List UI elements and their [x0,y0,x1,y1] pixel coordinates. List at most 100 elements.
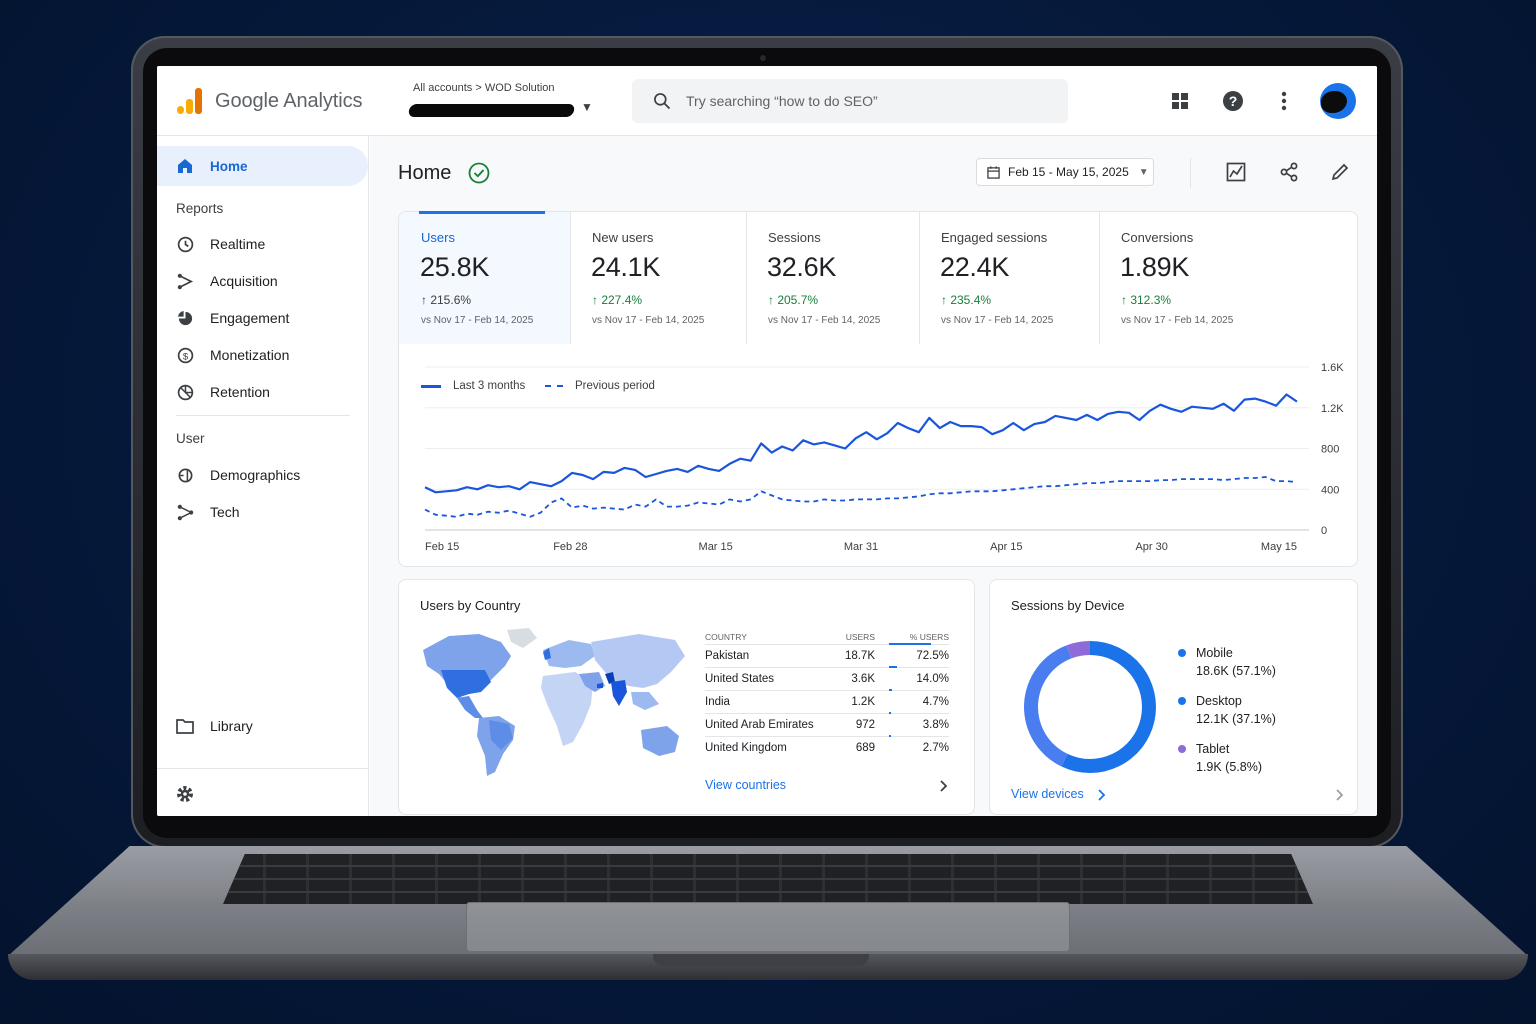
view-devices-link[interactable]: View devices [1011,787,1084,801]
trackpad [466,902,1070,952]
keyboard-rows [223,854,1313,904]
sidebar-item-home[interactable] [157,146,368,186]
map-asia [591,634,685,688]
sidebar-item-label: Engagement [210,310,290,326]
device-name: Mobile [1196,646,1233,660]
y-tick-label: 1.6K [1321,362,1344,374]
sidebar-item-library[interactable]: Library [157,708,368,744]
share-button[interactable] [1277,160,1301,184]
logo-dot [177,106,184,114]
search-icon [654,93,671,110]
device-name: Desktop [1196,694,1242,708]
sidebar-item-label: Acquisition [210,273,278,289]
acquisition-icon [176,272,194,290]
kpi-new-users[interactable]: New users 24.1K ↑ 227.4% vs Nov 17 - Feb… [570,212,746,344]
edit-button[interactable] [1328,160,1352,184]
sidebar-item-monetization[interactable]: $ Monetization [157,337,368,373]
legend-item-previous-period[interactable]: Previous period [545,380,655,392]
legend-item-last-3-months[interactable]: Last 3 months [421,380,525,392]
search-placeholder: Try searching “how to do SEO” [686,93,878,109]
pct-text: 3.8% [922,718,949,731]
kpi-users[interactable]: Users 25.8K ↑ 215.6% vs Nov 17 - Feb 14,… [399,212,570,344]
x-tick-label: Feb 28 [553,541,587,553]
kpi-engaged-sessions[interactable]: Engaged sessions 22.4K ↑ 235.4% vs Nov 1… [919,212,1099,344]
sidebar-item-acquisition[interactable]: Acquisition [157,263,368,299]
kpi-conversions[interactable]: Conversions 1.89K ↑ 312.3% vs Nov 17 - F… [1099,212,1357,344]
avatar[interactable] [1320,83,1356,119]
page-title: Home [398,162,452,184]
map-brazil [489,720,513,750]
table-row[interactable]: Pakistan 18.7K 72.5% [705,642,949,667]
kpi-value: 24.1K [591,252,661,282]
logo-bar-tall [195,88,202,114]
x-tick-label: Mar 31 [844,541,878,553]
screen: Google Analytics All accounts > WOD Solu… [157,66,1377,816]
map-india [611,680,627,706]
chevron-right-icon[interactable] [938,780,948,792]
donut-slice-tablet[interactable] [1066,641,1090,659]
search-bar[interactable]: Try searching “how to do SEO” [632,79,1068,123]
sidebar-item-label: Demographics [210,467,301,483]
sidebar-item-engagement[interactable]: Engagement [157,300,368,336]
device-value: 12.1K (37.1%) [1196,712,1276,726]
kpi-change: ↑ 205.7% [768,293,819,307]
sidebar-item-home-row[interactable]: Home [157,148,368,184]
pct-text: 4.7% [922,695,949,708]
kpi-change: ↑ 227.4% [592,293,643,307]
insights-button[interactable] [1224,160,1248,184]
chevron-right-icon[interactable] [1096,789,1106,801]
country-pct: 3.8% [889,711,949,736]
sidebar-item-label: Monetization [210,347,290,363]
table-row[interactable]: United Arab Emirates 972 3.8% [705,711,949,736]
pct-bar [889,688,892,691]
country-users: 1.2K [839,689,889,713]
column-header: % USERS [909,631,949,642]
legend-dot [1178,745,1186,753]
map-uae [597,683,603,688]
sidebar-item-realtime[interactable]: Realtime [157,226,368,262]
map-pakistan [605,672,615,684]
reports-section-label: Reports [176,201,224,216]
device-value: 1.9K (5.8%) [1196,760,1263,774]
apps-grid-icon[interactable] [1167,88,1193,114]
country-users: 689 [839,735,889,759]
sidebar: Home Reports Realtime Acquisition Engage… [157,136,369,816]
table-row[interactable]: United Kingdom 689 2.7% [705,734,949,759]
kpi-divider [919,212,920,344]
analytics-logo-icon[interactable] [177,88,203,114]
legend-dot [1178,697,1186,705]
kpi-value: 32.6K [767,252,837,282]
insights-icon [1226,162,1246,182]
breadcrumb[interactable]: All accounts > WOD Solution [413,82,555,94]
settings-button[interactable] [157,776,368,812]
donut-slice-desktop[interactable] [1023,645,1072,767]
kpi-name: Users [421,230,455,245]
kpi-sessions[interactable]: Sessions 32.6K ↑ 205.7% vs Nov 17 - Feb … [746,212,919,344]
monetization-icon: $ [176,346,194,364]
y-tick-label: 1.2K [1321,403,1344,415]
donut-slice-mobile[interactable] [1061,641,1156,773]
sidebar-item-demographics[interactable]: Demographics [157,457,368,493]
x-tick-label: May 15 [1261,541,1297,553]
table-row[interactable]: India 1.2K 4.7% [705,688,949,713]
chevron-down-icon: ▼ [581,100,593,114]
main-content: Home Feb 15 - May 15, 2025 ▼ [370,136,1377,816]
legend-label: Last 3 months [453,380,526,392]
date-range-picker[interactable]: Feb 15 - May 15, 2025 ▼ [976,158,1154,186]
series-line-last-3-months [424,393,1298,494]
pct-text: 14.0% [916,672,949,685]
legend-swatch-solid [421,384,441,388]
svg-text:$: $ [182,351,188,362]
sidebar-item-tech[interactable]: Tech [157,494,368,530]
account-selector[interactable]: ▼ [407,98,593,120]
app-name[interactable]: Google Analytics [215,90,363,112]
table-row[interactable]: United States 3.6K 14.0% [705,665,949,690]
chevron-right-icon[interactable] [1334,789,1344,801]
view-countries-link[interactable]: View countries [705,778,787,792]
help-icon[interactable]: ? [1220,88,1246,114]
kpi-name: Engaged sessions [941,230,1048,245]
x-tick-label: Apr 30 [1135,541,1167,553]
kpi-value: 22.4K [940,252,1010,282]
sidebar-item-retention[interactable]: Retention [157,374,368,410]
more-vert-icon[interactable] [1271,88,1297,114]
